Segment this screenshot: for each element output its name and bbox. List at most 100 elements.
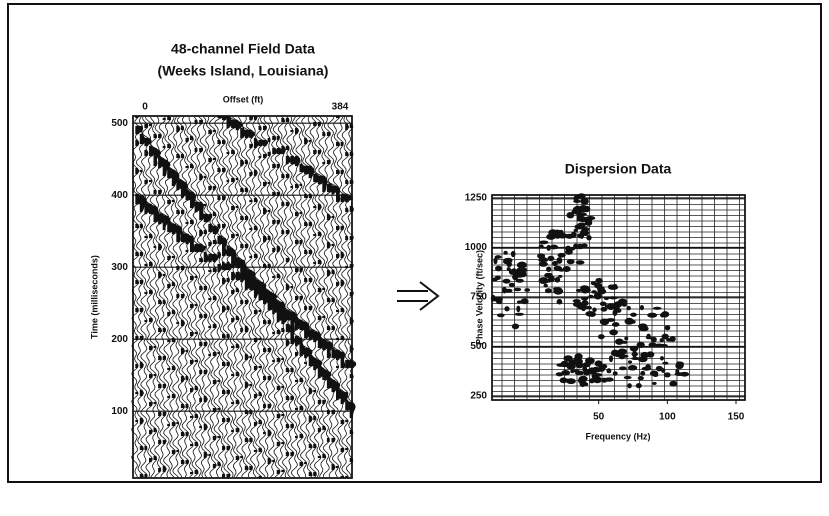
energy-blob [655,365,663,372]
energy-blob [572,301,583,308]
energy-blob [661,333,669,340]
energy-blob [578,216,588,223]
energy-blob [583,369,590,376]
trace [227,116,240,478]
trace [336,116,349,478]
energy-blob [545,278,553,283]
y-tick-label: 1000 [465,242,488,253]
energy-blob [655,343,663,347]
energy-blob [660,312,665,318]
trace-fill [190,135,196,475]
energy-blob [593,292,602,300]
y-tick-label: 300 [111,262,128,273]
energy-blob [645,364,651,370]
energy-blob [557,252,566,258]
energy-blob [611,322,620,327]
energy-blob [581,296,589,301]
energy-blob [581,306,586,312]
trace-fill [144,123,153,479]
energy-blob [612,371,618,376]
y-tick-label: 750 [470,292,487,303]
energy-blob [586,235,592,241]
energy-blob [508,282,515,288]
trace-fill [249,115,260,471]
chart-title: Dispersion Data [565,161,672,177]
energy-blob [640,351,650,359]
energy-blob [568,359,578,366]
energy-blob [496,299,503,305]
chart-title: 48-channel Field Data [171,41,315,57]
energy-blob [502,286,507,294]
energy-blob [598,363,608,369]
energy-blob [511,268,517,273]
energy-blob [556,257,563,264]
energy-blob [606,368,612,374]
energy-blob [619,366,627,371]
energy-blob [676,361,685,367]
energy-blob [562,265,571,273]
energy-blob [600,306,608,312]
energy-blob [573,228,578,233]
trace-fill [281,117,290,473]
arrow [397,281,440,311]
trace [204,116,215,478]
trace [331,116,346,478]
energy-blob [638,325,649,332]
energy-blob [659,338,665,343]
energy-blob [577,222,587,227]
trace [145,116,159,478]
energy-blob [577,377,587,384]
energy-blob [652,373,659,377]
energy-blob [524,288,531,292]
energy-blob [640,370,646,376]
energy-blob [669,380,678,387]
energy-blob [618,352,626,360]
trace-fill [345,123,353,479]
y-axis-label: Time (milliseconds) [89,255,99,339]
energy-blob [578,204,588,212]
energy-blob [573,210,582,215]
energy-blob [652,306,662,310]
energy-blob [626,306,631,311]
trace [286,116,298,478]
energy-blob [661,368,666,373]
trace-fill [149,123,158,463]
trace-fill [222,115,229,479]
energy-blob [538,277,549,285]
x-tick-label: 100 [659,412,676,423]
energy-blob [506,267,511,272]
energy-blob [513,287,522,292]
energy-blob [506,261,512,268]
energy-blob [617,348,627,355]
energy-blob [538,240,549,245]
trace-fill [263,125,278,435]
energy-blob [669,336,676,342]
energy-blob [494,265,503,272]
trace [135,116,147,478]
energy-blob [652,381,657,385]
trace [327,116,341,478]
y-tick-label: 1250 [465,193,488,204]
trace-fill [336,115,345,469]
y-tick-label: 250 [470,391,487,402]
energy-blob [583,287,591,291]
energy-blob [537,253,546,259]
energy-blob [546,233,556,240]
energy-blob [493,257,498,265]
energy-blob [582,362,591,368]
y-tick-label: 100 [111,406,128,417]
energy-blob [608,285,619,290]
trace [245,116,261,478]
energy-blob [504,288,513,293]
trace-fill [162,117,171,473]
energy-blob [511,323,520,330]
y-tick-label: 400 [111,190,128,201]
energy-blob [585,311,595,317]
energy-blob [621,302,627,307]
trace [322,116,337,478]
trace-fill [322,131,332,459]
energy-blob [520,298,529,305]
trace-fill [203,175,211,459]
x-axis-label: Offset (ft) [223,94,264,104]
